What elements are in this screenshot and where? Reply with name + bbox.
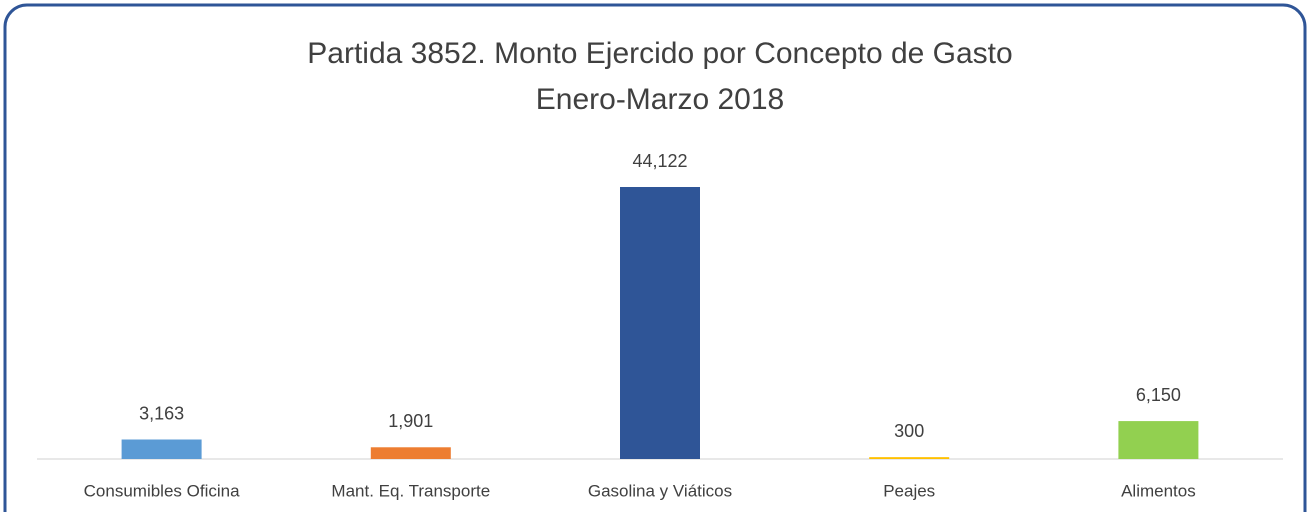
value-label: 3,163: [139, 403, 184, 423]
x-tick-label: Alimentos: [1121, 481, 1196, 500]
value-label: 1,901: [388, 411, 433, 431]
value-label: 6,150: [1136, 385, 1181, 405]
x-tick-label: Consumibles Oficina: [84, 481, 240, 500]
value-label: 44,122: [632, 151, 687, 171]
bar: [620, 187, 700, 459]
bar: [869, 457, 950, 459]
value-label: 300: [894, 421, 924, 441]
x-tick-label: Gasolina y Viáticos: [588, 481, 732, 500]
chart-title: Partida 3852. Monto Ejercido por Concept…: [307, 37, 1012, 70]
chart-subtitle: Enero-Marzo 2018: [536, 83, 784, 116]
bar: [1118, 421, 1199, 459]
x-tick-label: Peajes: [883, 481, 935, 500]
bar: [121, 439, 202, 459]
bar: [370, 447, 451, 459]
x-tick-label: Mant. Eq. Transporte: [331, 481, 490, 500]
